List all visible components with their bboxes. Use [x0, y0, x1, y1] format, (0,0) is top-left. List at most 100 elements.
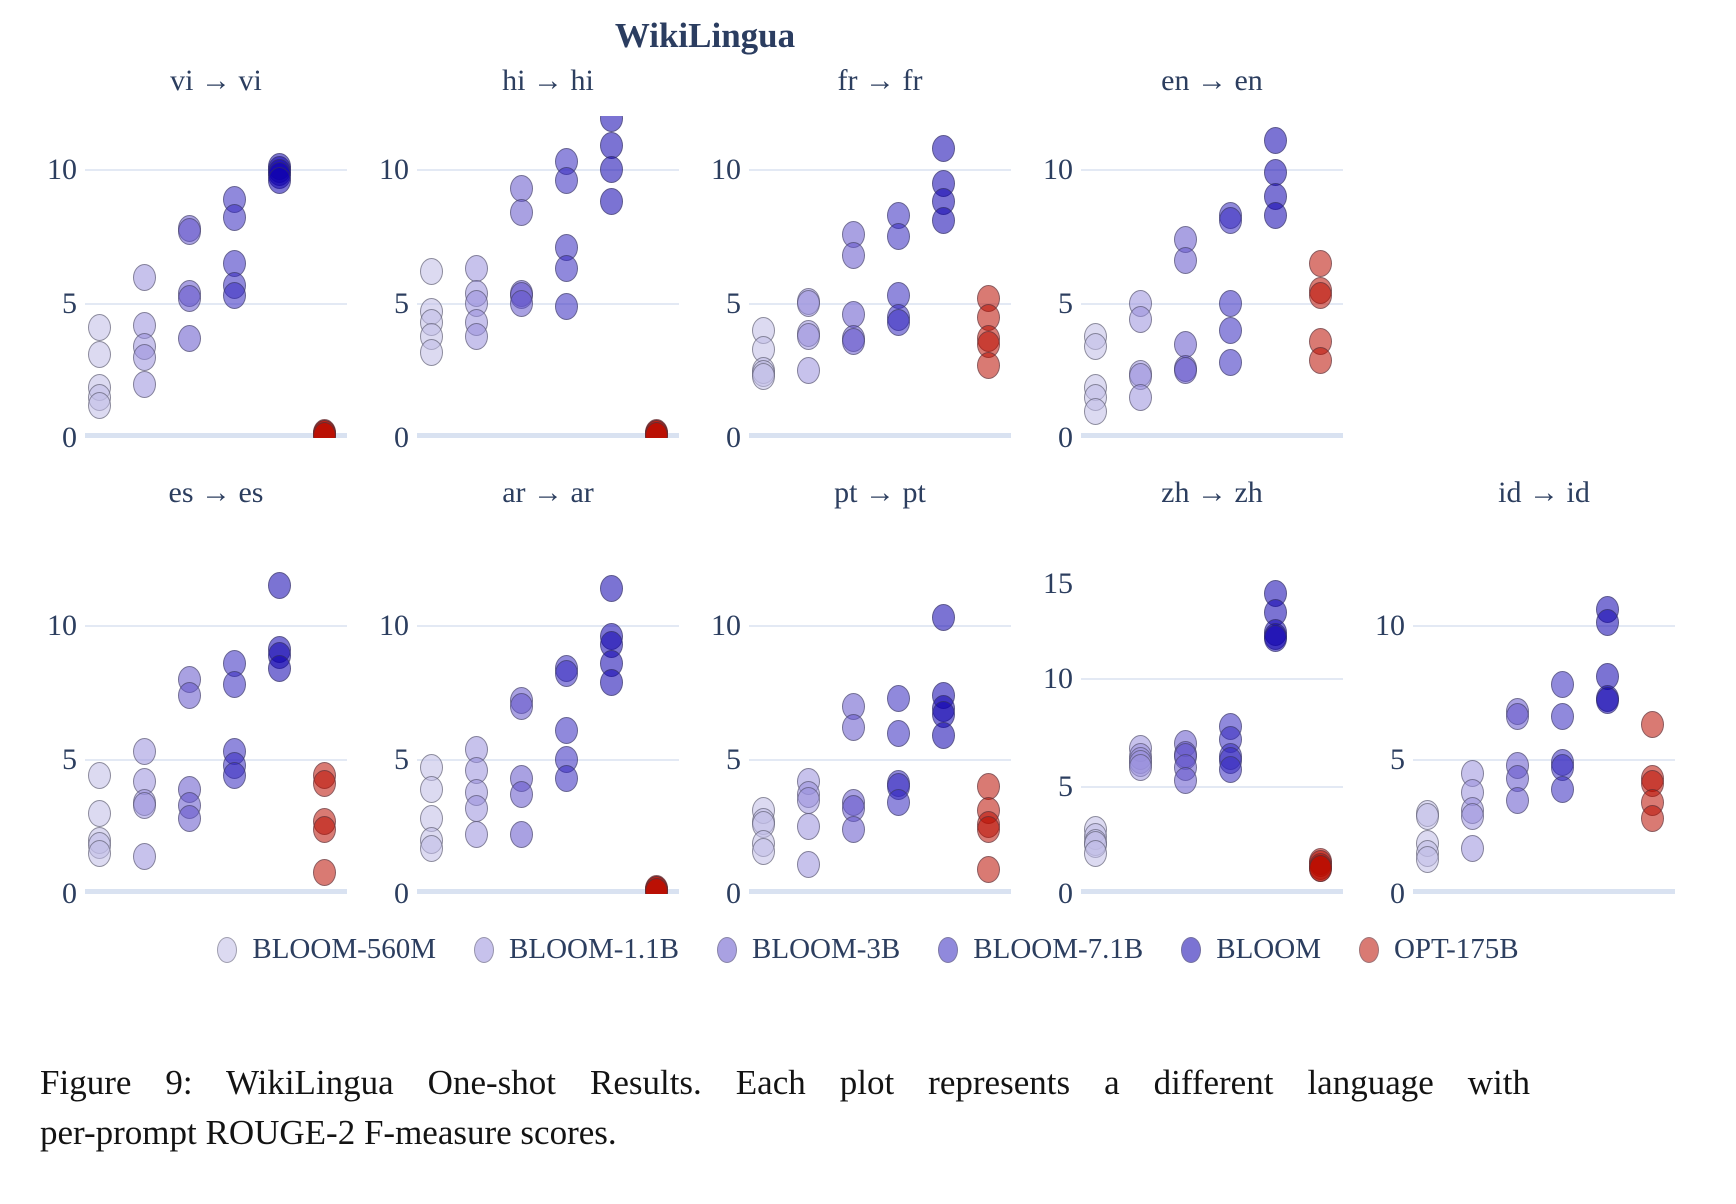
data-point-BLOOM-1.1B	[1460, 834, 1484, 862]
data-point-BLOOM-1.1B	[796, 786, 820, 814]
plot-area	[417, 116, 679, 438]
legend-marker-icon	[474, 936, 495, 963]
data-point-BLOOM	[931, 134, 955, 162]
legend-marker-icon	[938, 936, 959, 963]
data-point-OPT-175B	[1308, 282, 1332, 310]
y-axis: 0 5 10	[679, 572, 741, 910]
y-tick-label: 5	[62, 286, 77, 320]
x-axis-line	[1081, 433, 1343, 438]
data-point-BLOOM-7.1B	[554, 255, 578, 283]
legend-marker-icon	[217, 936, 238, 963]
legend-marker-icon	[1358, 936, 1379, 963]
plot-body: 0 5 10	[347, 572, 679, 910]
subplot-pt-to-pt: pt → pt 0 5 10	[679, 474, 1011, 910]
data-point-OPT-175B	[976, 773, 1000, 801]
data-point-BLOOM-7.1B	[886, 309, 910, 337]
plot-body: 0 5 10	[1011, 116, 1343, 454]
x-axis-line	[749, 889, 1011, 894]
data-point-OPT-175B	[1308, 854, 1332, 882]
legend-item-BLOOM-560M: BLOOM-560M	[217, 933, 436, 966]
legend-label: BLOOM	[1216, 933, 1321, 965]
data-point-OPT-175B	[1308, 346, 1332, 374]
subplot-es-to-es: es → es 0 5 10	[15, 474, 347, 910]
y-tick-label: 0	[394, 421, 409, 454]
subplot-title: zh → zh	[1161, 476, 1263, 509]
plot-area	[749, 572, 1011, 894]
data-point-BLOOM-560M	[419, 834, 443, 862]
figure-title: WikiLingua	[614, 16, 796, 55]
plot-body: 0 5 10 15	[1011, 567, 1343, 910]
data-point-OPT-175B	[312, 421, 336, 438]
data-point-BLOOM-560M	[751, 362, 775, 390]
data-point-BLOOM-560M	[1415, 845, 1439, 873]
data-point-OPT-175B	[644, 421, 668, 438]
data-point-BLOOM-1.1B	[464, 821, 488, 849]
data-point-BLOOM-7.1B	[554, 293, 578, 321]
y-tick-label: 5	[394, 286, 409, 320]
data-point-BLOOM	[1263, 126, 1287, 154]
data-point-BLOOM-1.1B	[132, 738, 156, 766]
y-tick-label: 5	[726, 286, 741, 320]
data-point-BLOOM-3B	[1173, 330, 1197, 358]
plot-body: 0 5 10	[1343, 572, 1675, 910]
data-point-BLOOM-1.1B	[1128, 384, 1152, 412]
data-point-BLOOM	[599, 116, 623, 133]
data-point-BLOOM-3B	[509, 174, 533, 202]
data-point-OPT-175B	[644, 877, 668, 894]
y-tick-label: 0	[1390, 877, 1405, 910]
plot-area	[85, 572, 347, 894]
data-point-BLOOM-560M	[1415, 802, 1439, 830]
legend-label: BLOOM-3B	[752, 933, 901, 965]
gridline	[1413, 624, 1675, 627]
data-point-BLOOM-7.1B	[1218, 755, 1242, 783]
subplot-title: pt → pt	[834, 476, 926, 509]
data-point-BLOOM-3B	[177, 681, 201, 709]
data-point-BLOOM-7.1B	[886, 223, 910, 251]
data-point-BLOOM	[931, 722, 955, 750]
data-point-BLOOM-3B	[177, 325, 201, 353]
y-axis: 0 5 10	[1343, 572, 1405, 910]
data-point-BLOOM-3B	[1173, 247, 1197, 275]
data-point-BLOOM-560M	[1083, 397, 1107, 425]
gridline	[749, 758, 1011, 761]
data-point-OPT-175B	[976, 816, 1000, 844]
data-point-BLOOM-560M	[87, 392, 111, 420]
data-point-BLOOM-1.1B	[464, 255, 488, 283]
data-point-BLOOM-7.1B	[886, 719, 910, 747]
data-point-BLOOM-7.1B	[554, 716, 578, 744]
data-point-BLOOM-3B	[1173, 357, 1197, 385]
data-point-BLOOM-1.1B	[132, 370, 156, 398]
data-point-OPT-175B	[312, 770, 336, 798]
y-tick-label: 0	[1058, 877, 1073, 910]
legend-item-OPT-175B: OPT-175B	[1358, 933, 1519, 966]
data-point-BLOOM-560M	[1083, 839, 1107, 867]
data-point-BLOOM-7.1B	[1218, 317, 1242, 345]
y-tick-label: 0	[1058, 421, 1073, 454]
data-point-OPT-175B	[976, 856, 1000, 884]
legend-marker-icon	[717, 936, 738, 963]
data-point-BLOOM-560M	[751, 837, 775, 865]
legend-label: BLOOM-1.1B	[509, 933, 680, 965]
data-point-BLOOM	[599, 188, 623, 216]
data-point-BLOOM-3B	[1505, 786, 1529, 814]
gridline	[417, 758, 679, 761]
data-point-BLOOM-1.1B	[464, 322, 488, 350]
data-point-BLOOM-7.1B	[886, 684, 910, 712]
data-point-BLOOM-560M	[87, 341, 111, 369]
data-point-BLOOM-7.1B	[222, 204, 246, 232]
legend-item-BLOOM-7.1B: BLOOM-7.1B	[938, 933, 1143, 966]
y-tick-label: 0	[726, 421, 741, 454]
data-point-BLOOM	[599, 132, 623, 160]
subplot-title: hi → hi	[502, 64, 594, 97]
gridline	[417, 302, 679, 305]
data-point-BLOOM	[1263, 625, 1287, 653]
x-axis-line	[85, 433, 347, 438]
data-point-BLOOM-1.1B	[132, 791, 156, 819]
data-point-OPT-175B	[1640, 805, 1664, 833]
y-tick-label: 0	[394, 877, 409, 910]
data-point-BLOOM-7.1B	[554, 166, 578, 194]
data-point-BLOOM-560M	[419, 338, 443, 366]
data-point-BLOOM-3B	[177, 805, 201, 833]
data-point-OPT-175B	[976, 352, 1000, 380]
legend-item-BLOOM-3B: BLOOM-3B	[717, 933, 900, 966]
